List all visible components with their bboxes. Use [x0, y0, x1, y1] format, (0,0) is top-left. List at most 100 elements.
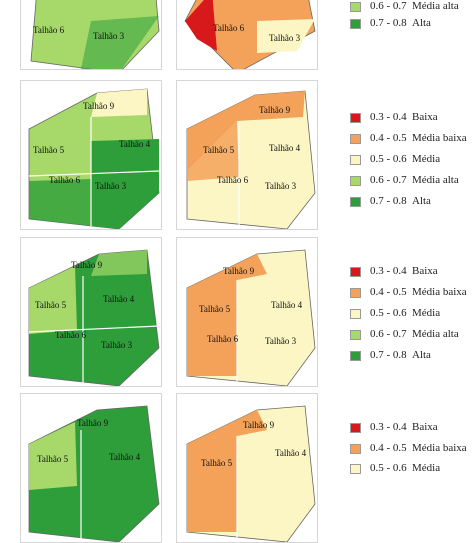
talhao-label: Talhão 6: [49, 175, 81, 185]
field-zone: [29, 422, 77, 490]
legend-swatch: [350, 155, 361, 165]
map-d-right-svg: Talhão 9 Talhão 5 Talhão 4: [186, 405, 316, 542]
talhao-label: Talhão 3: [101, 340, 133, 350]
legend-swatch: [350, 288, 361, 298]
legend-swatch: [350, 176, 361, 186]
field-divider: [28, 325, 160, 333]
talhao-label: Talhão 5: [199, 304, 231, 314]
legend-range: 0.5 - 0.6: [370, 153, 407, 165]
talhao-label: Talhão 9: [243, 420, 275, 430]
legend-swatch: [350, 267, 361, 277]
talhao-label: Talhão 4: [103, 294, 135, 304]
talhao-label: Talhão 6: [217, 175, 249, 185]
talhao-label: Talhão 9: [83, 101, 115, 111]
map-d-right: Talhão 9 Talhão 5 Talhão 4: [176, 393, 318, 543]
legend-swatch: [350, 197, 361, 207]
legend-class: Alta: [412, 195, 431, 207]
legend-range: 0.6 - 0.7: [370, 174, 407, 186]
map-a-left-svg: Talhão 6 Talhão 3: [30, 0, 160, 69]
talhao-label: Talhão 6: [213, 23, 245, 33]
legend-class: Média alta: [412, 0, 459, 12]
legend-swatch: [350, 444, 361, 454]
map-c-right: Talhão 9 Talhão 5 Talhão 4 Talhão 6 Talh…: [176, 237, 318, 387]
legend-range: 0.6 - 0.7: [370, 328, 407, 340]
legend-swatch: [350, 464, 361, 474]
legend-class: Baixa: [412, 421, 438, 433]
legend-swatch: [350, 19, 361, 29]
legend-class: Média: [412, 307, 441, 319]
field-zone: [187, 121, 239, 181]
field-boundary: [184, 0, 316, 69]
legend-swatch: [350, 351, 361, 361]
legend-range: 0.4 - 0.5: [370, 286, 407, 298]
map-c-left-svg: Talhão 9 Talhão 5 Talhão 4 Talhão 6 Talh…: [28, 249, 160, 386]
field-zone: [81, 16, 159, 69]
legend-range: 0.7 - 0.8: [370, 349, 407, 361]
talhao-label: Talhão 6: [207, 334, 239, 344]
map-d-left-svg: Talhão 9 Talhão 5 Talhão 4: [28, 405, 160, 542]
talhao-label: Talhão 4: [109, 452, 141, 462]
talhao-label: Talhão 5: [203, 145, 235, 155]
field-zone: [257, 19, 315, 53]
legend-range: 0.3 - 0.4: [370, 421, 407, 433]
legend-swatch: [350, 423, 361, 433]
talhao-label: Talhão 6: [33, 25, 65, 35]
legend-class: Baixa: [412, 265, 438, 277]
legend-class: Média: [412, 153, 441, 165]
talhao-label: Talhão 4: [269, 143, 301, 153]
talhao-label: Talhão 5: [33, 145, 65, 155]
field-zone: [185, 0, 217, 51]
field-zone: [29, 179, 91, 226]
field-zone: [91, 89, 147, 117]
field-zone: [187, 91, 305, 171]
talhao-label: Talhão 4: [271, 300, 303, 310]
talhao-label: Talhão 3: [265, 336, 297, 346]
legend-swatch: [350, 309, 361, 319]
talhao-label: Talhão 9: [223, 266, 255, 276]
map-a-right-svg: Talhão 6 Talhão 3: [184, 0, 316, 69]
field-zone: [91, 139, 159, 229]
legend-swatch: [350, 113, 361, 123]
talhao-label: Talhão 3: [265, 181, 297, 191]
legend-swatch: [350, 134, 361, 144]
legend-range: 0.4 - 0.5: [370, 442, 407, 454]
talhao-label: Talhão 9: [259, 105, 291, 115]
legend-range: 0.4 - 0.5: [370, 132, 407, 144]
talhao-label: Talhão 4: [275, 448, 307, 458]
map-b-left: Talhão 9 Talhão 5 Talhão 4 Talhão 6 Talh…: [20, 80, 162, 230]
legend-range: 0.7 - 0.8: [370, 17, 407, 29]
talhao-label: Talhão 5: [37, 454, 69, 464]
field-divider: [28, 170, 160, 177]
talhao-label: Talhão 3: [93, 31, 125, 41]
talhao-label: Talhão 5: [35, 300, 67, 310]
map-a-right: Talhão 6 Talhão 3: [176, 0, 318, 70]
talhao-label: Talhão 3: [269, 33, 301, 43]
map-b-left-svg: Talhão 9 Talhão 5 Talhão 4 Talhão 6 Talh…: [28, 88, 160, 229]
legend-class: Média alta: [412, 328, 459, 340]
talhao-label: Talhão 6: [55, 330, 87, 340]
talhao-label: Talhão 9: [77, 418, 109, 428]
legend-swatch: [350, 330, 361, 340]
map-d-left: Talhão 9 Talhão 5 Talhão 4: [20, 393, 162, 543]
map-b-right-svg: Talhão 9 Talhão 5 Talhão 4 Talhão 6 Talh…: [186, 90, 316, 229]
legend-class: Alta: [412, 17, 431, 29]
map-c-right-svg: Talhão 9 Talhão 5 Talhão 4 Talhão 6 Talh…: [186, 249, 316, 386]
legend-class: Baixa: [412, 111, 438, 123]
field-zone: [187, 254, 267, 376]
legend-range: 0.5 - 0.6: [370, 462, 407, 474]
talhao-label: Talhão 5: [201, 458, 233, 468]
map-c-left: Talhão 9 Talhão 5 Talhão 4 Talhão 6 Talh…: [20, 237, 162, 387]
talhao-label: Talhão 4: [119, 139, 151, 149]
map-a-left: Talhão 6 Talhão 3: [20, 0, 162, 70]
legend-swatch: [350, 2, 361, 12]
field-zone: [91, 250, 147, 276]
legend-range: 0.3 - 0.4: [370, 111, 407, 123]
legend-range: 0.6 - 0.7: [370, 0, 407, 12]
talhao-label: Talhão 3: [95, 181, 127, 191]
legend-class: Média baixa: [412, 286, 467, 298]
talhao-label: Talhão 9: [71, 260, 103, 270]
legend-class: Média alta: [412, 174, 459, 186]
legend-class: Média baixa: [412, 132, 467, 144]
legend-range: 0.7 - 0.8: [370, 195, 407, 207]
legend-class: Alta: [412, 349, 431, 361]
